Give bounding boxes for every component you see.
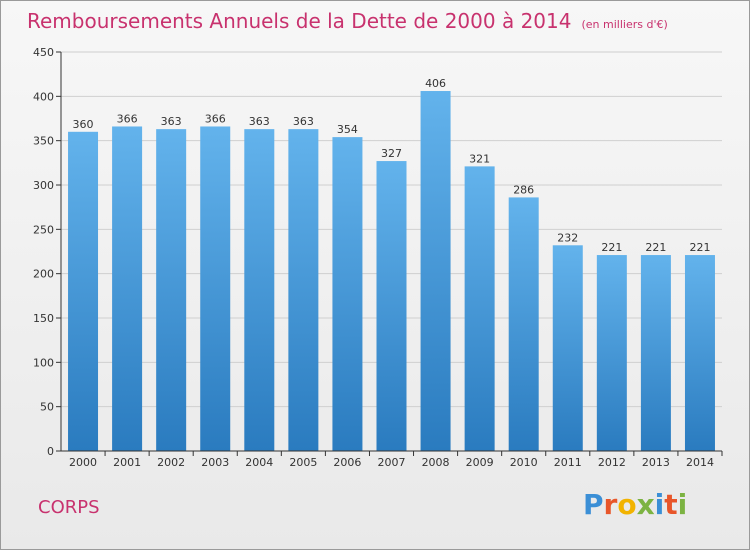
logo-letter: t: [664, 488, 678, 521]
x-tick-label: 2012: [598, 456, 626, 469]
logo-letter: x: [636, 488, 655, 521]
x-tick-label: 2014: [686, 456, 714, 469]
y-tick-label: 300: [33, 179, 54, 192]
bar-2013: [640, 255, 671, 451]
title-text: Remboursements Annuels de la Dette de 20…: [27, 9, 572, 33]
chart-title: Remboursements Annuels de la Dette de 20…: [27, 9, 668, 33]
x-tick-label: 2005: [289, 456, 317, 469]
bar-2004: [244, 129, 275, 451]
data-label: 221: [601, 241, 622, 254]
y-tick-label: 0: [47, 445, 54, 458]
bar-2009: [464, 166, 495, 451]
data-label: 363: [249, 115, 270, 128]
bar-2011: [552, 245, 583, 451]
data-label: 232: [557, 231, 578, 244]
data-label: 321: [469, 152, 490, 165]
x-tick-label: 2011: [554, 456, 582, 469]
data-label: 360: [73, 118, 94, 131]
bar-2008: [420, 91, 451, 451]
x-tick-label: 2013: [642, 456, 670, 469]
logo-letter: o: [617, 488, 637, 521]
x-tick-label: 2000: [69, 456, 97, 469]
logo-letter: i: [677, 488, 688, 521]
x-tick-label: 2004: [245, 456, 273, 469]
data-label: 286: [513, 183, 534, 196]
bar-2006: [332, 137, 363, 451]
y-tick-label: 50: [40, 401, 54, 414]
logo-letter: P: [583, 488, 604, 521]
bar-2014: [684, 255, 715, 451]
data-label: 406: [425, 77, 446, 90]
y-tick-label: 100: [33, 356, 54, 369]
data-label: 366: [205, 112, 226, 125]
y-tick-label: 350: [33, 135, 54, 148]
x-tick-label: 2010: [510, 456, 538, 469]
proxiti-logo: Proxiti: [583, 488, 687, 521]
bar-2012: [596, 255, 627, 451]
bar-2010: [508, 197, 539, 451]
bar-2002: [156, 129, 187, 451]
unit-text: (en milliers d'€): [581, 18, 668, 31]
y-tick-label: 150: [33, 312, 54, 325]
y-tick-label: 450: [33, 46, 54, 59]
y-tick-label: 200: [33, 268, 54, 281]
bar-2003: [200, 126, 231, 451]
data-label: 354: [337, 123, 358, 136]
axes: 0 50 100 150 200 250 300 350 400 450 2000 2001 2002 2…: [33, 46, 723, 469]
data-label: 366: [117, 112, 138, 125]
bar-2001: [112, 126, 143, 451]
data-label: 327: [381, 147, 402, 160]
y-tick-label: 250: [33, 223, 54, 236]
bar-2005: [288, 129, 319, 451]
logo-letter: i: [654, 488, 665, 521]
bars: [68, 91, 715, 452]
data-label: 221: [645, 241, 666, 254]
x-tick-label: 2008: [422, 456, 450, 469]
data-label: 221: [689, 241, 710, 254]
bar-2007: [376, 161, 407, 451]
x-tick-label: 2001: [113, 456, 141, 469]
y-tick-label: 400: [33, 90, 54, 103]
commune-name: CORPS: [38, 497, 100, 518]
x-tick-label: 2006: [333, 456, 361, 469]
x-tick-label: 2002: [157, 456, 185, 469]
x-tick-label: 2003: [201, 456, 229, 469]
x-tick-label: 2007: [378, 456, 406, 469]
logo-letter: r: [603, 488, 618, 521]
data-label: 363: [293, 115, 314, 128]
data-labels: 360 366 363 366 363 363 354 327 406 321 286 232 221 2…: [73, 77, 711, 254]
bar-2000: [68, 131, 99, 452]
data-label: 363: [161, 115, 182, 128]
x-tick-label: 2009: [466, 456, 494, 469]
